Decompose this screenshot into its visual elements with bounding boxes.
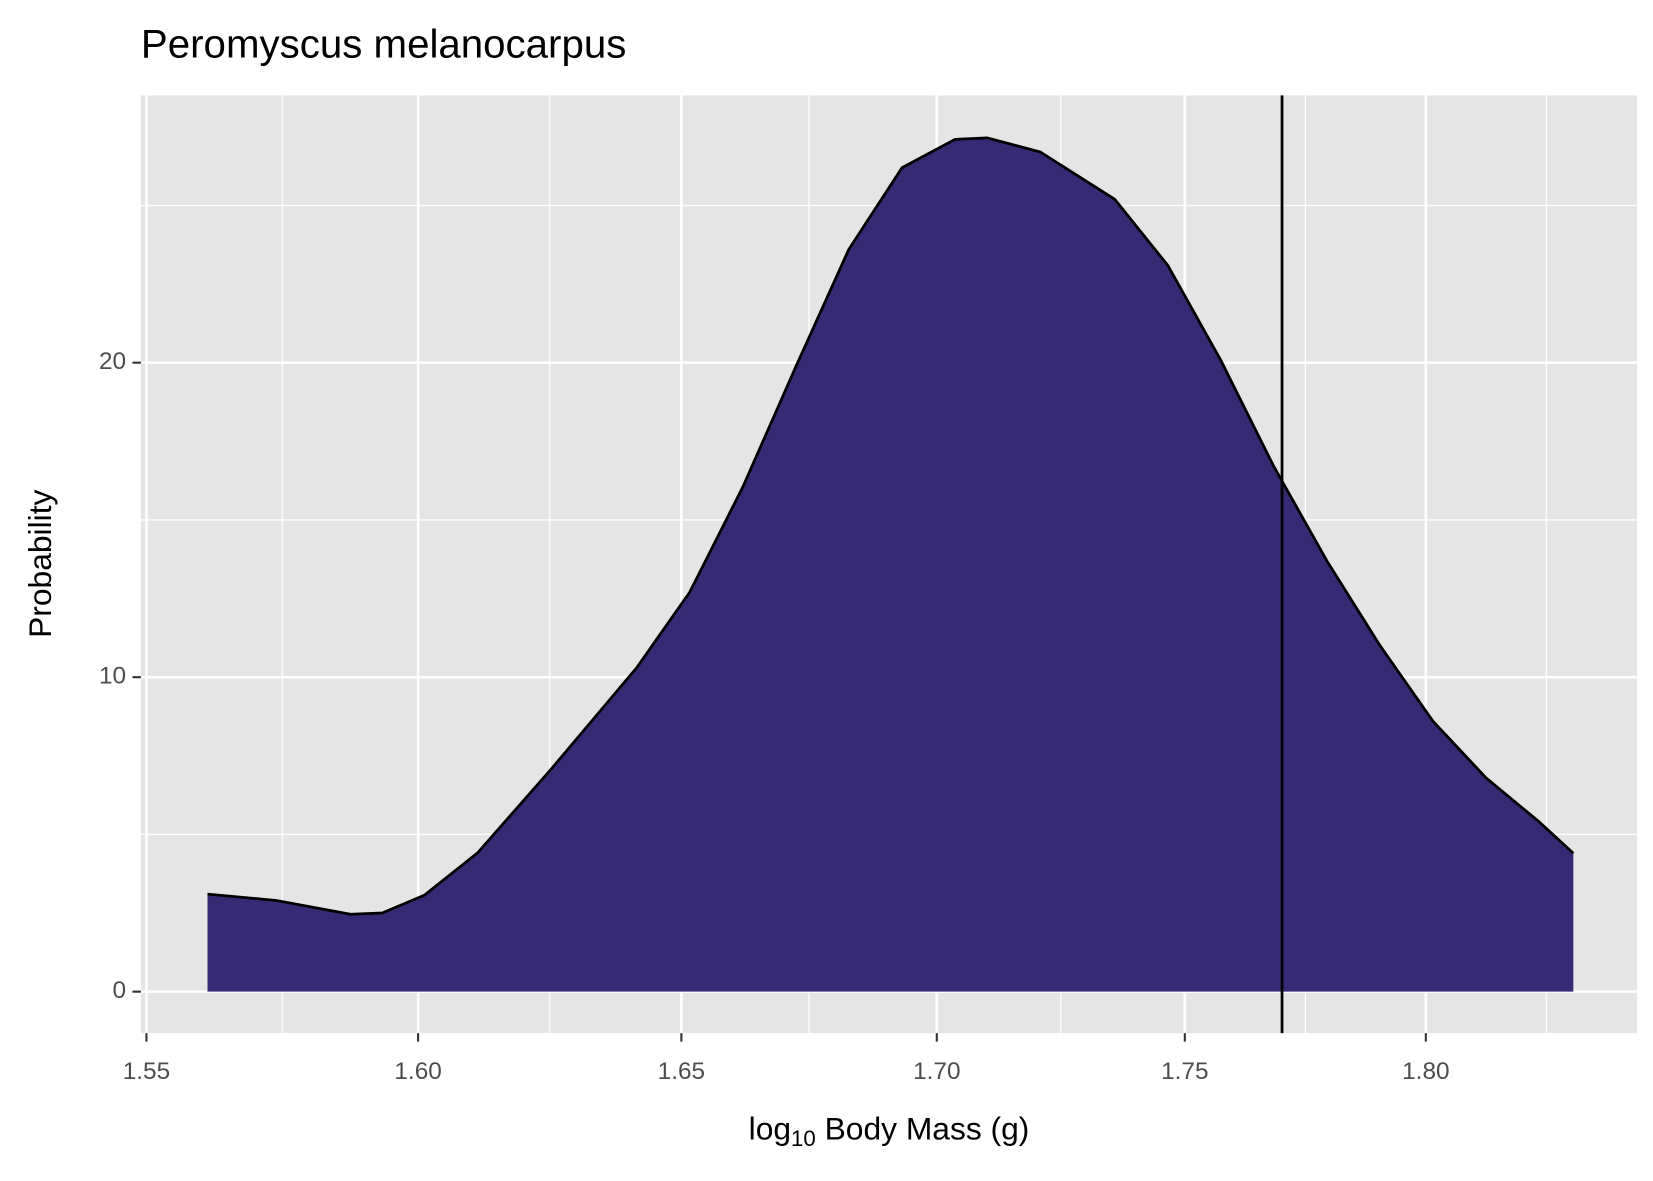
x-axis-title-sub: 10 — [791, 1126, 816, 1151]
y-tick-label: 10 — [99, 663, 126, 690]
x-tick-label: 1.75 — [1161, 1058, 1208, 1085]
chart-title: Peromyscus melanocarpus — [141, 21, 626, 66]
x-axis-title-part: Body Mass (g) — [816, 1111, 1030, 1147]
x-tick-label: 1.60 — [394, 1058, 441, 1085]
x-tick-label: 1.55 — [123, 1058, 170, 1085]
x-tick-label: 1.65 — [658, 1058, 705, 1085]
axes: 1.55 1.60 1.65 1.70 1.75 1.80 0 10 20 — [99, 348, 1450, 1085]
density-line — [207, 136, 1575, 916]
y-tick-label: 0 — [113, 977, 127, 1004]
x-axis-title: log10 Body Mass (g) — [749, 1111, 1030, 1151]
density-area — [207, 137, 1574, 992]
x-axis-title-part: log — [749, 1111, 791, 1147]
x-tick-label: 1.70 — [913, 1058, 960, 1085]
y-axis-title: Probability — [22, 489, 58, 637]
x-tick-label: 1.80 — [1402, 1058, 1449, 1085]
y-tick-label: 20 — [99, 348, 126, 375]
marks — [207, 95, 1575, 1034]
